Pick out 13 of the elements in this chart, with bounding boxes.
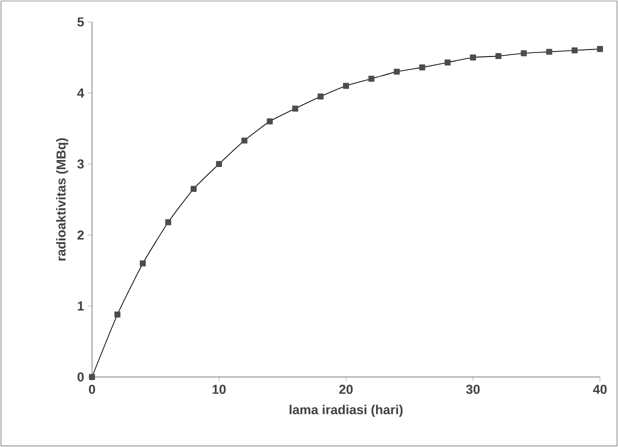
x-tick-label: 10 <box>212 384 226 394</box>
y-tick-label: 1 <box>78 302 84 310</box>
y-tick-label: 3 <box>77 159 84 169</box>
y-tick-label: 4 <box>77 88 84 98</box>
x-tick-label: 20 <box>339 384 353 394</box>
x-tick-label: 0 <box>88 384 96 394</box>
x-axis-title: lama iradiasi (hari) <box>290 404 403 417</box>
y-tick-label: 5 <box>77 17 84 26</box>
x-tick-label: 30 <box>466 384 480 394</box>
y-tick-label: 2 <box>77 230 84 240</box>
x-tick-label: 40 <box>593 384 607 394</box>
y-tick-label: 0 <box>78 372 84 382</box>
y-axis-title: radioaktivitas (MBq) <box>56 138 68 261</box>
